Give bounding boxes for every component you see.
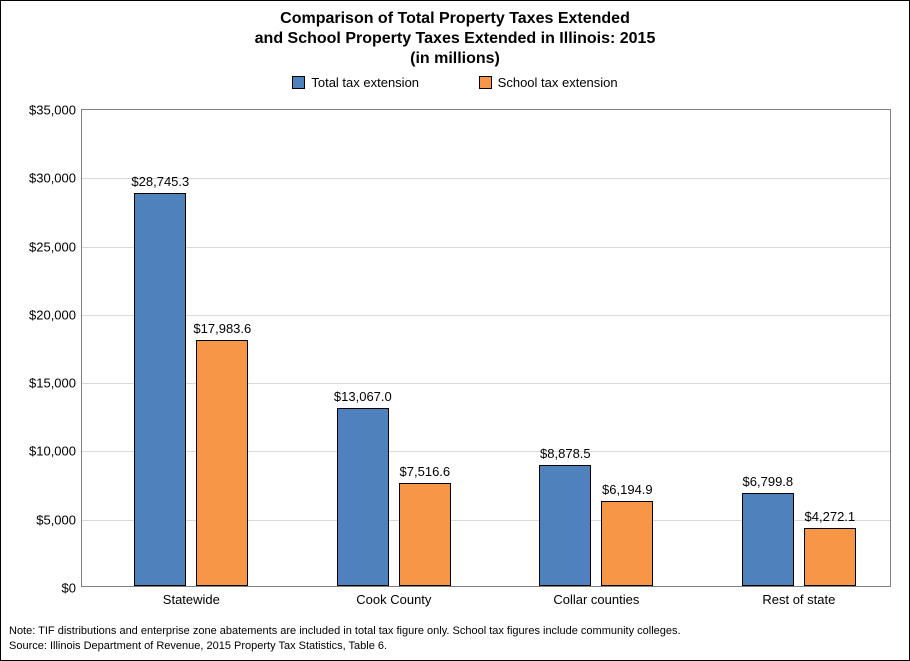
bar-series1 [337, 408, 389, 586]
legend-item-series1: Total tax extension [292, 75, 419, 90]
chart-container: Comparison of Total Property Taxes Exten… [0, 0, 910, 661]
chart-title-line3: (in millions) [1, 49, 909, 69]
bar-label-series1: $8,878.5 [495, 446, 635, 461]
chart-footer: Note: TIF distributions and enterprise z… [9, 624, 681, 654]
yaxis-tick-label: $35,000 [29, 103, 82, 118]
legend-swatch-series2 [479, 76, 492, 89]
chart-legend: Total tax extension School tax extension [1, 75, 909, 92]
bar-label-series2: $6,194.9 [557, 482, 697, 497]
bar-label-series2: $4,272.1 [760, 509, 900, 524]
legend-item-series2: School tax extension [479, 75, 618, 90]
yaxis-tick-label: $10,000 [29, 444, 82, 459]
plot-area: $0$5,000$10,000$15,000$20,000$25,000$30,… [81, 109, 891, 587]
yaxis-tick-label: $0 [62, 581, 82, 596]
bar-series2 [196, 340, 248, 586]
bar-label-series2: $7,516.6 [355, 464, 495, 479]
footer-source: Source: Illinois Department of Revenue, … [9, 639, 681, 654]
bar-series2 [601, 501, 653, 586]
chart-title-line2: and School Property Taxes Extended in Il… [1, 29, 909, 49]
xaxis-category-label: Statewide [163, 586, 220, 607]
yaxis-tick-label: $30,000 [29, 171, 82, 186]
gridline [82, 315, 890, 316]
bar-label-series1: $13,067.0 [293, 389, 433, 404]
xaxis-category-label: Rest of state [762, 586, 835, 607]
bar-series2 [804, 528, 856, 586]
yaxis-tick-label: $20,000 [29, 307, 82, 322]
yaxis-tick-label: $15,000 [29, 376, 82, 391]
yaxis-tick-label: $5,000 [36, 512, 82, 527]
bar-label-series1: $6,799.8 [698, 474, 838, 489]
bar-series2 [399, 483, 451, 586]
legend-label-series2: School tax extension [498, 75, 618, 90]
footer-note: Note: TIF distributions and enterprise z… [9, 624, 681, 639]
xaxis-category-label: Cook County [356, 586, 431, 607]
legend-label-series1: Total tax extension [311, 75, 419, 90]
gridline [82, 247, 890, 248]
xaxis-category-label: Collar counties [553, 586, 639, 607]
legend-swatch-series1 [292, 76, 305, 89]
chart-title-line1: Comparison of Total Property Taxes Exten… [1, 9, 909, 29]
bar-label-series1: $28,745.3 [90, 174, 230, 189]
yaxis-tick-label: $25,000 [29, 239, 82, 254]
chart-title-block: Comparison of Total Property Taxes Exten… [1, 1, 909, 69]
bar-series1 [742, 493, 794, 586]
bar-label-series2: $17,983.6 [152, 321, 292, 336]
bar-series1 [134, 193, 186, 586]
